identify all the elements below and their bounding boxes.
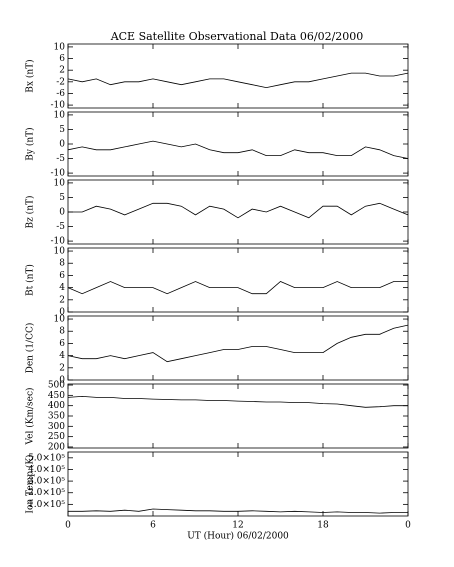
y-tick-label: -10 — [51, 101, 66, 111]
y-tick-label: 4 — [59, 283, 65, 293]
y-tick-label: 10 — [54, 110, 66, 120]
y-axis-label: Vel (Km/sec) — [25, 387, 36, 445]
y-axis-label: Bx (nT) — [25, 59, 36, 92]
x-axis-label: UT (Hour) 06/02/2000 — [187, 531, 289, 542]
y-tick-label: 2 — [59, 363, 65, 373]
y-axis-label: Den (1/CC) — [25, 323, 36, 374]
y-tick-label: 2 — [59, 295, 65, 305]
y-tick-label: 8 — [59, 259, 65, 269]
y-tick-label: 10 — [54, 247, 66, 257]
y-tick-label: 3.0×10⁵ — [28, 477, 65, 487]
panel-frame — [67, 247, 409, 313]
y-tick-label: 5.0×10⁵ — [28, 453, 65, 463]
y-axis-label: Ion Temp (K) — [25, 454, 36, 513]
y-tick-label: -5 — [56, 154, 65, 164]
y-tick-label: -10 — [51, 169, 66, 179]
y-axis-label: Bz (nT) — [25, 195, 36, 228]
y-tick-label: 8 — [59, 327, 65, 337]
y-tick-label: 6 — [59, 54, 65, 64]
data-line — [67, 140, 409, 159]
x-tick-label: 0 — [405, 521, 411, 531]
y-tick-label: -6 — [56, 89, 65, 99]
panel-frame — [67, 111, 409, 177]
y-tick-label: 4.0×10⁵ — [28, 465, 65, 475]
y-tick-label: 10 — [54, 178, 66, 188]
y-tick-label: 5 — [59, 193, 65, 203]
panel-frame — [67, 315, 409, 381]
y-tick-label: 10 — [54, 315, 66, 325]
y-tick-label: -10 — [51, 237, 66, 247]
y-tick-label: 1.0×10⁵ — [28, 500, 65, 510]
y-tick-label: 300 — [48, 422, 65, 432]
y-tick-label: 0 — [59, 376, 65, 386]
y-tick-label: 2.0×10⁵ — [28, 488, 65, 498]
data-line — [68, 508, 408, 514]
panel-frame — [67, 451, 409, 517]
y-axis-label: Bt (nT) — [25, 264, 36, 296]
panel-frame — [67, 179, 409, 245]
y-tick-label: 10 — [54, 42, 66, 52]
y-tick-label: 400 — [48, 401, 65, 411]
x-tick-label: 0 — [65, 521, 71, 531]
y-tick-label: 5 — [59, 125, 65, 135]
y-tick-label: 450 — [48, 391, 65, 401]
y-tick-label: 6 — [59, 339, 65, 349]
y-tick-label: 6 — [59, 271, 65, 281]
data-line — [67, 281, 408, 295]
y-tick-label: 200 — [48, 442, 65, 452]
data-line — [68, 202, 409, 219]
chart-title: ACE Satellite Observational Data 06/02/2… — [110, 30, 364, 43]
y-tick-label: -2 — [56, 77, 65, 87]
data-line — [67, 324, 409, 363]
y-tick-label: -5 — [56, 222, 65, 232]
data-line — [67, 72, 409, 89]
panel-frame — [67, 43, 409, 109]
x-tick-label: 18 — [317, 521, 329, 531]
y-tick-label: 0 — [59, 140, 65, 150]
data-line — [67, 395, 408, 408]
x-tick-label: 12 — [232, 521, 243, 531]
y-tick-label: 4 — [59, 351, 65, 361]
panel-frame — [67, 383, 409, 449]
y-tick-label: 0 — [59, 308, 65, 318]
y-axis-label: By (nT) — [25, 127, 36, 160]
y-tick-label: 350 — [48, 412, 65, 422]
y-tick-label: 250 — [48, 432, 65, 442]
x-tick-label: 6 — [150, 521, 156, 531]
y-tick-label: 0 — [59, 208, 65, 218]
y-tick-label: 2 — [59, 66, 65, 76]
y-tick-label: 500 — [48, 381, 65, 391]
